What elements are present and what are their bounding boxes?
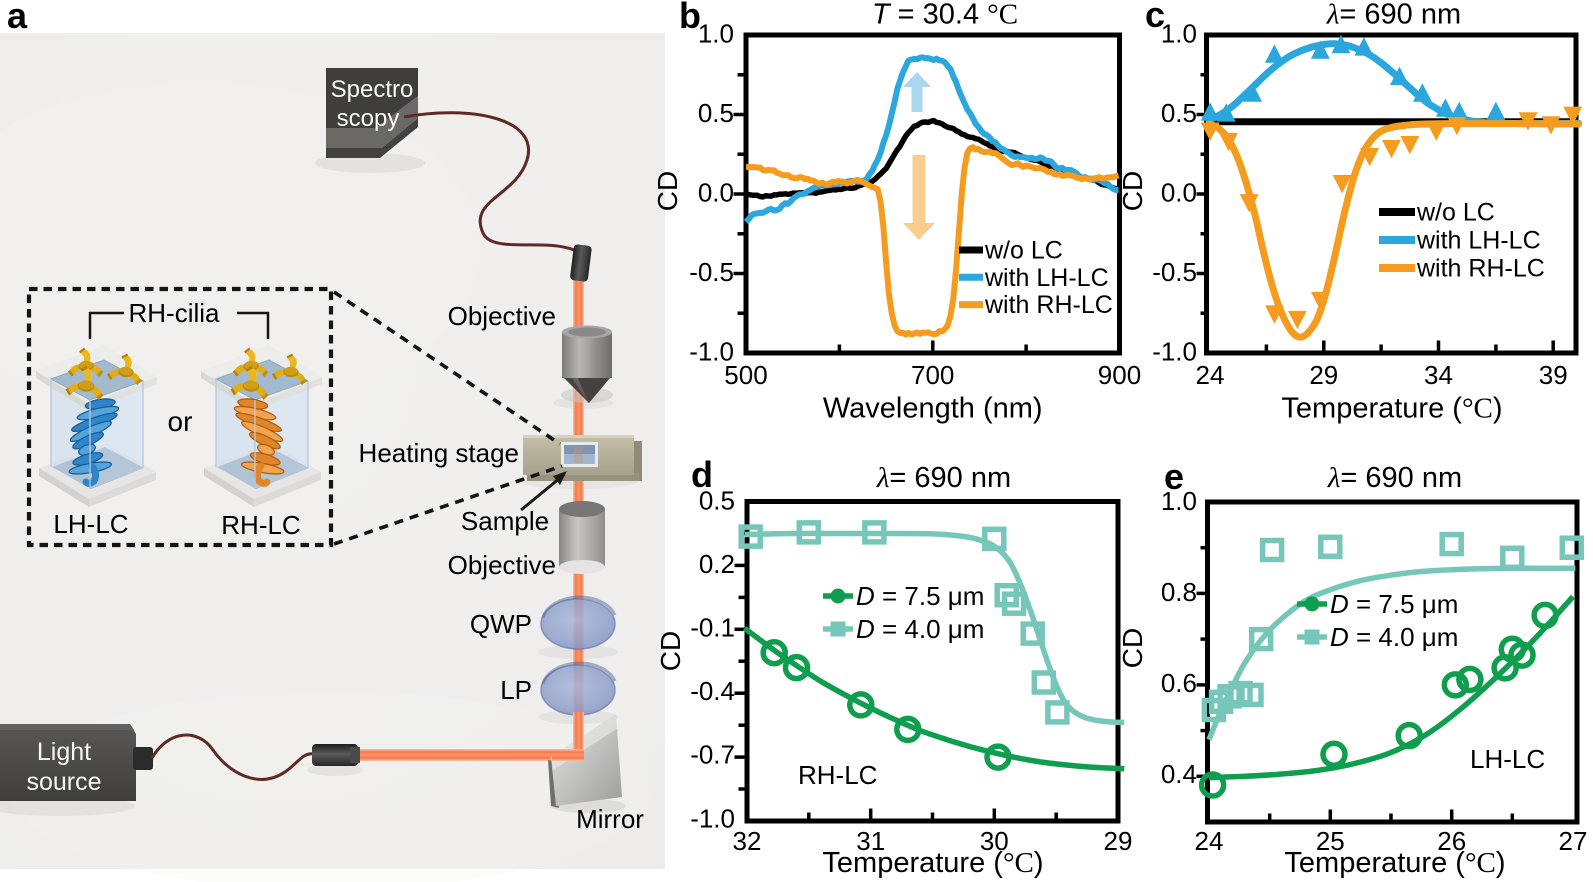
- svg-text:with LH-LC: with LH-LC: [984, 264, 1109, 292]
- svg-text:QWP: QWP: [470, 609, 532, 639]
- svg-text:a: a: [7, 0, 28, 36]
- svg-text:Heating stage: Heating stage: [359, 438, 519, 468]
- svg-text:0.5: 0.5: [699, 486, 735, 516]
- svg-text:λ= 690 nm: λ= 690 nm: [876, 462, 1011, 494]
- svg-text:w/o LC: w/o LC: [984, 237, 1063, 265]
- svg-text:500: 500: [724, 360, 767, 390]
- svg-text:Light: Light: [37, 738, 91, 766]
- svg-text:Temperature (°C): Temperature (°C): [822, 847, 1043, 879]
- svg-text:LP: LP: [500, 675, 532, 705]
- svg-text:Wavelength (nm): Wavelength (nm): [823, 393, 1043, 425]
- svg-text:with RH-LC: with RH-LC: [984, 291, 1113, 319]
- svg-text:Objective: Objective: [448, 301, 556, 331]
- svg-text:source: source: [26, 768, 101, 796]
- svg-text:Mirror: Mirror: [576, 804, 644, 834]
- svg-text:Objective: Objective: [448, 550, 556, 580]
- svg-text:b: b: [679, 0, 701, 36]
- svg-text:0.0: 0.0: [698, 178, 734, 208]
- svg-text:d: d: [691, 454, 713, 495]
- svg-text:900: 900: [1098, 360, 1141, 390]
- svg-text:D = 4.0 μm: D = 4.0 μm: [856, 614, 984, 644]
- svg-text:-0.5: -0.5: [689, 257, 734, 287]
- svg-text:Spectro: Spectro: [331, 76, 414, 103]
- svg-text:24: 24: [1196, 360, 1225, 390]
- svg-text:LH-LC: LH-LC: [1470, 744, 1545, 774]
- svg-text:-0.4: -0.4: [690, 676, 735, 706]
- svg-text:0.2: 0.2: [699, 549, 735, 579]
- svg-text:0.0: 0.0: [1161, 178, 1197, 208]
- svg-text:34: 34: [1424, 360, 1453, 390]
- svg-text:-1.0: -1.0: [1152, 337, 1197, 367]
- svg-text:32: 32: [733, 826, 762, 856]
- svg-text:CD: CD: [1117, 171, 1148, 211]
- svg-text:with RH-LC: with RH-LC: [1416, 255, 1545, 283]
- svg-text:24: 24: [1195, 826, 1224, 856]
- svg-text:-0.7: -0.7: [690, 740, 735, 770]
- svg-text:with LH-LC: with LH-LC: [1416, 227, 1541, 255]
- svg-text:RH-LC: RH-LC: [798, 760, 877, 790]
- svg-text:0.6: 0.6: [1161, 668, 1197, 698]
- svg-text:Temperature (°C): Temperature (°C): [1281, 393, 1502, 425]
- svg-text:w/o LC: w/o LC: [1416, 199, 1495, 227]
- svg-text:Sample: Sample: [461, 506, 549, 536]
- svg-text:D = 7.5 μm: D = 7.5 μm: [1330, 589, 1458, 619]
- svg-text:-0.5: -0.5: [1152, 257, 1197, 287]
- svg-text:29: 29: [1309, 360, 1338, 390]
- svg-text:0.8: 0.8: [1161, 577, 1197, 607]
- svg-text:31: 31: [856, 826, 885, 856]
- svg-text:CD: CD: [652, 171, 683, 211]
- svg-text:λ= 690 nm: λ= 690 nm: [1326, 0, 1461, 31]
- svg-text:0.5: 0.5: [1161, 98, 1197, 128]
- svg-text:CD: CD: [1117, 628, 1148, 668]
- svg-text:or: or: [168, 406, 193, 437]
- svg-text:1.0: 1.0: [1161, 486, 1197, 516]
- svg-text:0.5: 0.5: [698, 98, 734, 128]
- svg-text:29: 29: [1104, 826, 1133, 856]
- svg-text:27: 27: [1559, 826, 1588, 856]
- svg-text:39: 39: [1539, 360, 1568, 390]
- svg-text:30: 30: [980, 826, 1009, 856]
- svg-text:25: 25: [1316, 826, 1345, 856]
- svg-text:c: c: [1145, 0, 1165, 35]
- svg-text:-1.0: -1.0: [689, 337, 734, 367]
- svg-text:D = 7.5 μm: D = 7.5 μm: [856, 581, 984, 611]
- svg-text:RH-LC: RH-LC: [221, 510, 300, 540]
- svg-text:LH-LC: LH-LC: [53, 509, 128, 539]
- svg-text:CD: CD: [655, 631, 686, 671]
- svg-text:-1.0: -1.0: [690, 804, 735, 834]
- svg-text:700: 700: [911, 360, 954, 390]
- svg-text:λ= 690 nm: λ= 690 nm: [1327, 462, 1462, 494]
- svg-text:Temperature (°C): Temperature (°C): [1284, 847, 1505, 879]
- svg-text:T = 30.4 °C: T = 30.4 °C: [872, 0, 1018, 31]
- svg-text:-0.1: -0.1: [690, 613, 735, 643]
- svg-text:e: e: [1164, 456, 1184, 497]
- svg-text:RH-cilia: RH-cilia: [129, 298, 221, 328]
- svg-text:1.0: 1.0: [1161, 19, 1197, 49]
- svg-text:1.0: 1.0: [698, 19, 734, 49]
- svg-text:0.4: 0.4: [1161, 759, 1197, 789]
- svg-text:26: 26: [1437, 826, 1466, 856]
- svg-text:scopy: scopy: [337, 105, 400, 132]
- svg-text:D = 4.0 μm: D = 4.0 μm: [1330, 622, 1458, 652]
